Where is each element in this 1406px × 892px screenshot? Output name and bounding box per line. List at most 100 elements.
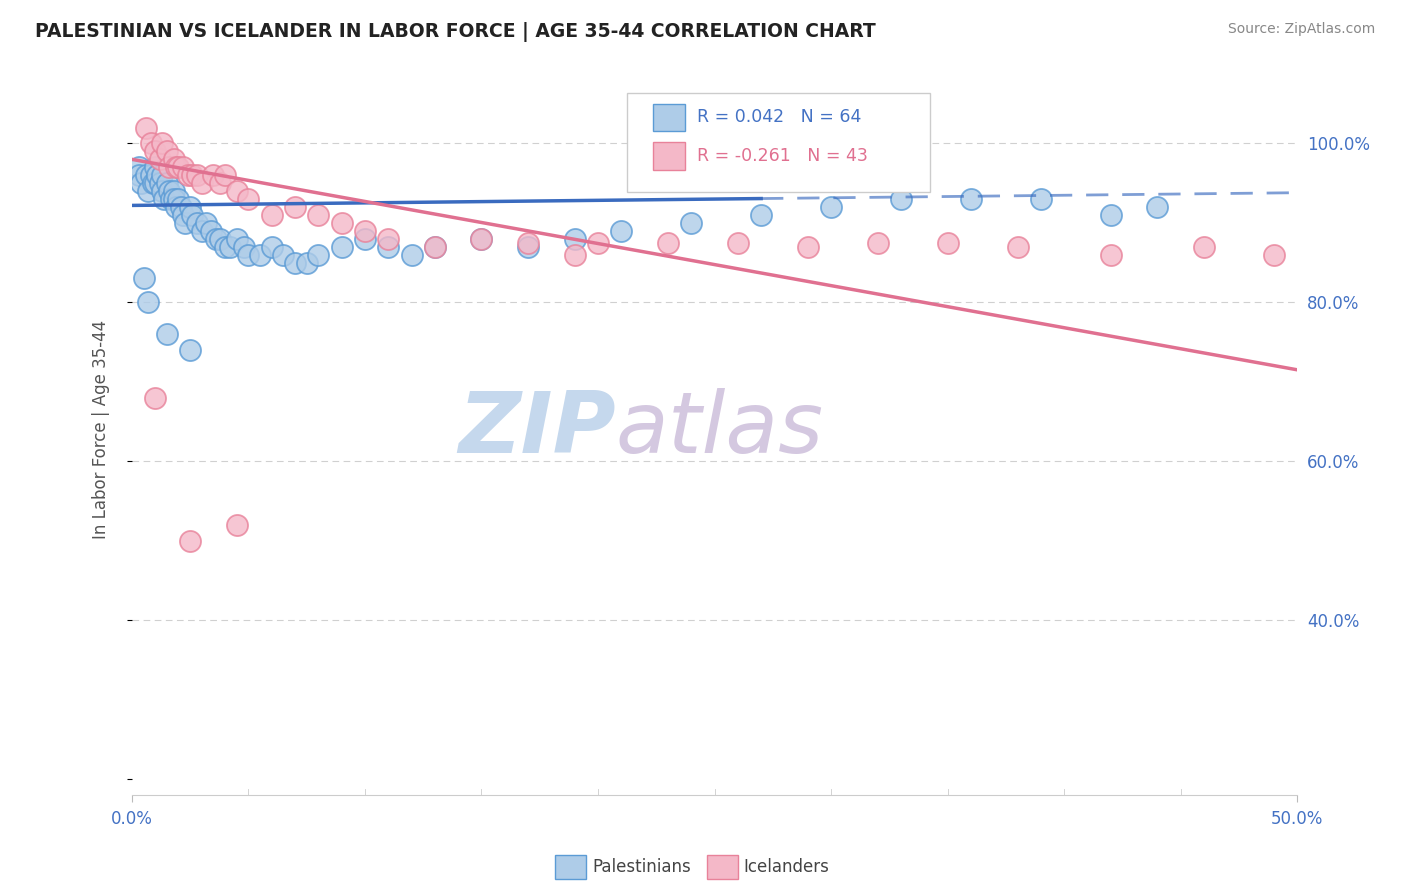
Bar bbox=[652, 142, 685, 170]
Point bbox=[186, 168, 208, 182]
Point bbox=[1007, 240, 1029, 254]
Point bbox=[165, 161, 187, 175]
Point bbox=[146, 168, 169, 182]
Point bbox=[177, 168, 200, 182]
Point bbox=[307, 247, 329, 261]
Point bbox=[260, 240, 283, 254]
Point bbox=[218, 240, 240, 254]
Point bbox=[377, 232, 399, 246]
Point bbox=[214, 240, 236, 254]
Point bbox=[330, 240, 353, 254]
Point bbox=[354, 232, 377, 246]
Point bbox=[156, 176, 179, 190]
Point bbox=[610, 224, 633, 238]
Point bbox=[195, 216, 218, 230]
Point bbox=[890, 192, 912, 206]
Point bbox=[470, 232, 492, 246]
Point bbox=[202, 168, 225, 182]
Point bbox=[132, 271, 155, 285]
Point bbox=[423, 240, 446, 254]
Point bbox=[143, 176, 166, 190]
Point bbox=[143, 161, 166, 175]
Text: R = -0.261   N = 43: R = -0.261 N = 43 bbox=[697, 147, 868, 165]
Point bbox=[423, 240, 446, 254]
Point bbox=[139, 168, 162, 182]
Point bbox=[238, 192, 260, 206]
Text: Icelanders: Icelanders bbox=[744, 858, 830, 876]
Point bbox=[232, 240, 254, 254]
Point bbox=[238, 247, 260, 261]
Point bbox=[564, 232, 586, 246]
Point bbox=[657, 235, 679, 250]
Text: ZIP: ZIP bbox=[458, 388, 616, 471]
Bar bbox=[652, 103, 685, 131]
Point bbox=[820, 200, 842, 214]
Point bbox=[517, 240, 540, 254]
Point bbox=[139, 136, 162, 151]
Point bbox=[143, 145, 166, 159]
Point bbox=[401, 247, 423, 261]
Point bbox=[377, 240, 399, 254]
Point bbox=[143, 391, 166, 405]
Point bbox=[174, 216, 197, 230]
Point bbox=[284, 200, 307, 214]
Point bbox=[225, 517, 247, 532]
Point bbox=[1029, 192, 1052, 206]
Point bbox=[163, 184, 186, 198]
Point bbox=[470, 232, 492, 246]
Point bbox=[142, 176, 165, 190]
Point bbox=[307, 208, 329, 222]
Point bbox=[749, 208, 772, 222]
Point bbox=[136, 295, 159, 310]
Point bbox=[1192, 240, 1215, 254]
Point bbox=[179, 200, 201, 214]
Point bbox=[172, 208, 194, 222]
Text: PALESTINIAN VS ICELANDER IN LABOR FORCE | AGE 35-44 CORRELATION CHART: PALESTINIAN VS ICELANDER IN LABOR FORCE … bbox=[35, 22, 876, 42]
Point bbox=[249, 247, 271, 261]
Point bbox=[135, 120, 157, 135]
Point bbox=[936, 235, 959, 250]
Point bbox=[149, 176, 172, 190]
Point bbox=[797, 240, 820, 254]
Point bbox=[149, 153, 172, 167]
Point bbox=[1099, 208, 1122, 222]
Point bbox=[167, 161, 190, 175]
Point bbox=[209, 232, 232, 246]
Point bbox=[1099, 247, 1122, 261]
Point bbox=[727, 235, 749, 250]
Point bbox=[153, 192, 176, 206]
Point bbox=[866, 235, 889, 250]
Point bbox=[172, 161, 194, 175]
Point bbox=[564, 247, 586, 261]
Point bbox=[330, 216, 353, 230]
Point bbox=[681, 216, 703, 230]
Point bbox=[186, 216, 208, 230]
Point bbox=[156, 327, 179, 342]
Point bbox=[165, 200, 187, 214]
Point bbox=[273, 247, 295, 261]
Point bbox=[200, 224, 222, 238]
Point bbox=[128, 168, 150, 182]
Point bbox=[128, 161, 150, 175]
FancyBboxPatch shape bbox=[627, 94, 931, 192]
Point bbox=[181, 168, 204, 182]
Point bbox=[191, 176, 214, 190]
Point bbox=[150, 136, 173, 151]
Y-axis label: In Labor Force | Age 35-44: In Labor Force | Age 35-44 bbox=[93, 320, 110, 539]
Point bbox=[136, 184, 159, 198]
Point bbox=[209, 176, 232, 190]
Text: R = 0.042   N = 64: R = 0.042 N = 64 bbox=[697, 109, 862, 127]
Point bbox=[179, 533, 201, 548]
Text: atlas: atlas bbox=[616, 388, 824, 471]
Point bbox=[157, 161, 180, 175]
Point bbox=[181, 208, 204, 222]
Point bbox=[260, 208, 283, 222]
Point bbox=[960, 192, 983, 206]
Point bbox=[354, 224, 377, 238]
Point bbox=[214, 168, 236, 182]
Text: Palestinians: Palestinians bbox=[592, 858, 690, 876]
Point bbox=[284, 255, 307, 269]
Point bbox=[156, 145, 179, 159]
Point bbox=[1263, 247, 1285, 261]
Point bbox=[1146, 200, 1168, 214]
